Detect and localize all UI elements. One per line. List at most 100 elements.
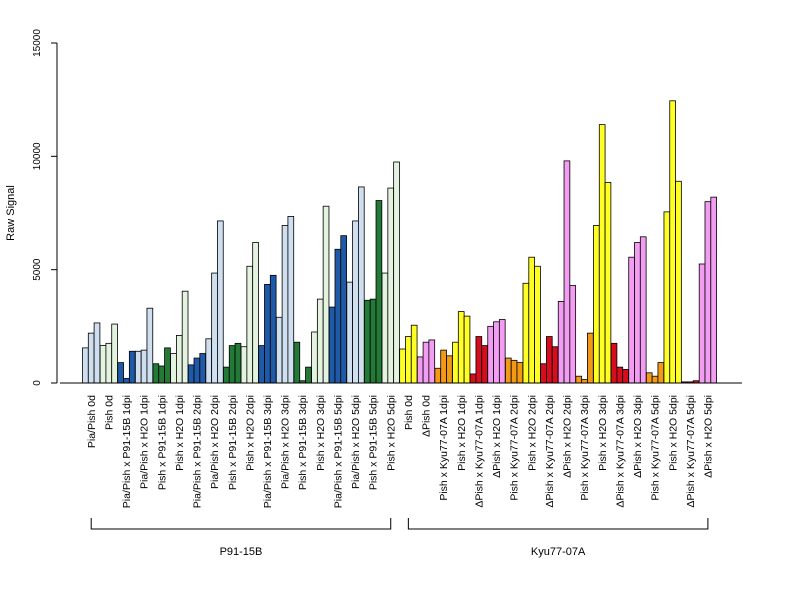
- bar: [328, 306, 336, 384]
- bar: [551, 346, 559, 384]
- bar: [175, 334, 183, 384]
- bar: [205, 338, 213, 384]
- bar: [446, 355, 453, 384]
- bar: [475, 336, 483, 384]
- bar: [316, 298, 324, 384]
- x-tick-label: Pia/Pish x H2O 1dpi: [139, 395, 151, 489]
- y-axis-label: Raw Signal: [5, 185, 17, 241]
- bar: [616, 366, 624, 384]
- x-tick-label: Pish 0d: [103, 395, 115, 430]
- bar: [710, 196, 717, 384]
- bar: [146, 307, 154, 384]
- bar: [634, 242, 641, 384]
- bar: [293, 341, 301, 384]
- bar: [117, 362, 124, 384]
- x-tick-label: ΔPish x Kyu77-07A 5dpi: [685, 395, 697, 508]
- bar: [87, 332, 95, 384]
- bar: [357, 186, 365, 384]
- x-tick-label: Pish x H2O 1dpi: [174, 395, 186, 471]
- bar: [410, 324, 418, 384]
- x-tick-label: Pish x H2O 5dpi: [667, 395, 679, 471]
- bar: [639, 236, 647, 384]
- bar: [369, 298, 377, 384]
- bar: [434, 367, 442, 384]
- x-tick-label: Pish x P91-15B 5dpi: [368, 395, 380, 490]
- bar: [405, 336, 412, 384]
- x-tick-label: Pish x P91-15B 2dpi: [227, 395, 239, 490]
- bar: [228, 345, 236, 384]
- x-tick-label: Pish x Kyu77-07A 3dpi: [579, 395, 591, 501]
- bar: [416, 356, 424, 384]
- bar: [258, 345, 265, 384]
- x-tick-label: Pish x H2O 5dpi: [385, 395, 397, 471]
- y-tick-label: 5000: [32, 258, 43, 281]
- bar: [452, 341, 459, 384]
- bar: [140, 349, 148, 384]
- bar: [287, 215, 295, 384]
- bar: [546, 336, 553, 384]
- x-tick-label: Pia/Pish x P91-15B 5dpi: [332, 395, 344, 508]
- x-tick-label: Pish x H2O 3dpi: [315, 395, 327, 471]
- x-tick-label: Pia/Pish x H2O 2dpi: [209, 395, 221, 489]
- bar: [540, 363, 547, 384]
- bar: [463, 315, 471, 384]
- bar: [399, 348, 406, 384]
- bar: [269, 274, 277, 384]
- group-bracket: [90, 518, 392, 530]
- bar: [211, 272, 218, 384]
- x-tick-label: Pish x Kyu77-07A 1dpi: [438, 395, 450, 501]
- bar: [82, 347, 89, 384]
- bar: [457, 311, 465, 384]
- x-tick-label: Pia/Pish x H2O 5dpi: [350, 395, 362, 489]
- group-bracket: [407, 518, 709, 530]
- x-tick-label: Pia/Pish x P91-15B 3dpi: [262, 395, 274, 508]
- y-tick-label: 10000: [32, 142, 43, 170]
- x-tick-label: ΔPish x Kyu77-07A 2dpi: [544, 395, 556, 508]
- x-tick-label: Pish x H2O 2dpi: [244, 395, 256, 471]
- bar: [604, 181, 612, 384]
- x-tick-label: Pia/Pish x P91-15B 1dpi: [121, 395, 133, 508]
- bar: [498, 319, 506, 384]
- bar: [557, 300, 565, 384]
- bar: [199, 353, 207, 384]
- y-tick-label: 0: [32, 380, 43, 386]
- bar: [528, 256, 535, 384]
- bar: [322, 205, 330, 384]
- x-tick-label: Pish x H2O 2dpi: [526, 395, 538, 471]
- x-tick-label: Pish 0d: [403, 395, 415, 430]
- bar: [422, 341, 430, 384]
- bar: [193, 357, 201, 384]
- bar: [504, 357, 512, 384]
- bar: [281, 225, 289, 384]
- bar: [469, 373, 477, 384]
- x-tick-label: Pish x Kyu77-07A 2dpi: [509, 395, 521, 501]
- bar: [240, 346, 248, 384]
- x-tick-label: Pia/Pish x P91-15B 2dpi: [192, 395, 204, 508]
- bar: [340, 235, 347, 384]
- bar: [698, 263, 706, 384]
- bar: [381, 272, 389, 384]
- bar: [622, 368, 629, 384]
- bar: [223, 366, 230, 384]
- bars-layer: [82, 100, 717, 384]
- bar: [440, 349, 447, 384]
- group-label: P91-15B: [220, 546, 263, 558]
- y-tick-label: 15000: [32, 29, 43, 57]
- bar: [234, 342, 242, 384]
- bar: [704, 201, 712, 384]
- bar: [152, 363, 160, 384]
- bar: [264, 283, 271, 384]
- bar: [134, 350, 142, 384]
- bar: [99, 345, 107, 384]
- x-tick-label: Pia/Pish 0d: [86, 395, 98, 448]
- x-tick-label: Pia/Pish x H2O 3dpi: [280, 395, 292, 489]
- bar: [252, 242, 259, 384]
- bar: [645, 372, 653, 384]
- bar: [105, 342, 113, 384]
- bar: [481, 345, 488, 384]
- bar: [651, 375, 659, 384]
- bar: [657, 362, 665, 384]
- bar: [311, 331, 318, 384]
- bar: [123, 378, 130, 384]
- x-tick-label: Pish x H2O 1dpi: [456, 395, 468, 471]
